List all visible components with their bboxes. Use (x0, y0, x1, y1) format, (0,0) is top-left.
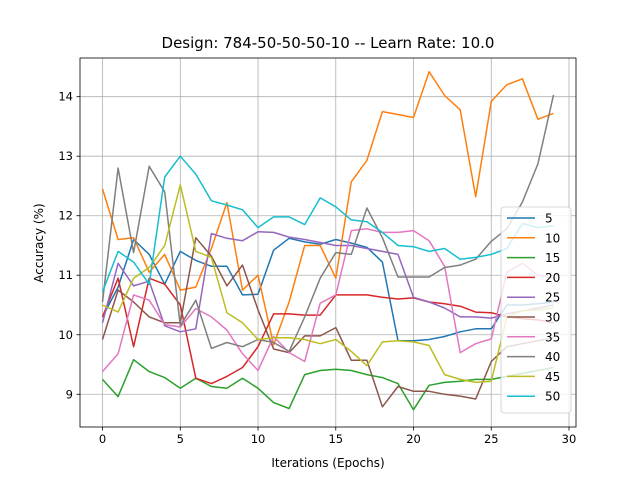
y-tick-label: 9 (66, 387, 73, 401)
chart-title: Design: 784-50-50-50-10 -- Learn Rate: 1… (162, 34, 495, 52)
legend-label: 5 (545, 212, 553, 226)
series-line-35 (101, 228, 554, 373)
series-line-10 (101, 70, 554, 346)
legend-label: 10 (545, 231, 560, 245)
y-tick-label: 10 (58, 328, 73, 342)
plot-lines (101, 70, 555, 411)
legend-label: 35 (545, 330, 560, 344)
x-tick-label: 30 (562, 432, 577, 446)
y-tick-label: 14 (58, 90, 73, 104)
legend: 5 10 15 20 25 30 35 40 45 50 (500, 206, 572, 414)
series-line-50 (101, 155, 554, 293)
legend-box (500, 206, 572, 414)
legend-label: 30 (545, 311, 560, 325)
legend-label: 25 (545, 291, 560, 305)
y-tick-label: 12 (58, 209, 73, 223)
series-line-25 (101, 231, 554, 333)
y-tick-label: 13 (58, 149, 73, 163)
series-line-45 (102, 184, 554, 384)
series-line-30 (101, 236, 554, 408)
x-tick-label: 20 (406, 432, 421, 446)
axis-ticks: 0 5 10 15 20 25 30 9 10 11 12 13 14 (58, 90, 576, 446)
grid (80, 58, 576, 427)
y-axis-label: Accuracy (%) (32, 203, 46, 282)
x-axis-label: Iterations (Epochs) (271, 456, 384, 470)
x-tick-label: 25 (484, 432, 499, 446)
x-tick-label: 10 (251, 432, 266, 446)
x-tick-label: 15 (328, 432, 343, 446)
legend-label: 40 (545, 350, 560, 364)
x-tick-label: 5 (177, 432, 184, 446)
series-line-5 (101, 237, 554, 342)
plot-frame (79, 57, 577, 428)
legend-label: 45 (545, 370, 560, 384)
legend-label: 15 (545, 251, 560, 265)
y-tick-label: 11 (58, 268, 73, 282)
legend-label: 20 (545, 271, 560, 285)
x-tick-label: 0 (99, 432, 106, 446)
series-line-15 (101, 358, 554, 411)
legend-label: 50 (545, 390, 560, 404)
